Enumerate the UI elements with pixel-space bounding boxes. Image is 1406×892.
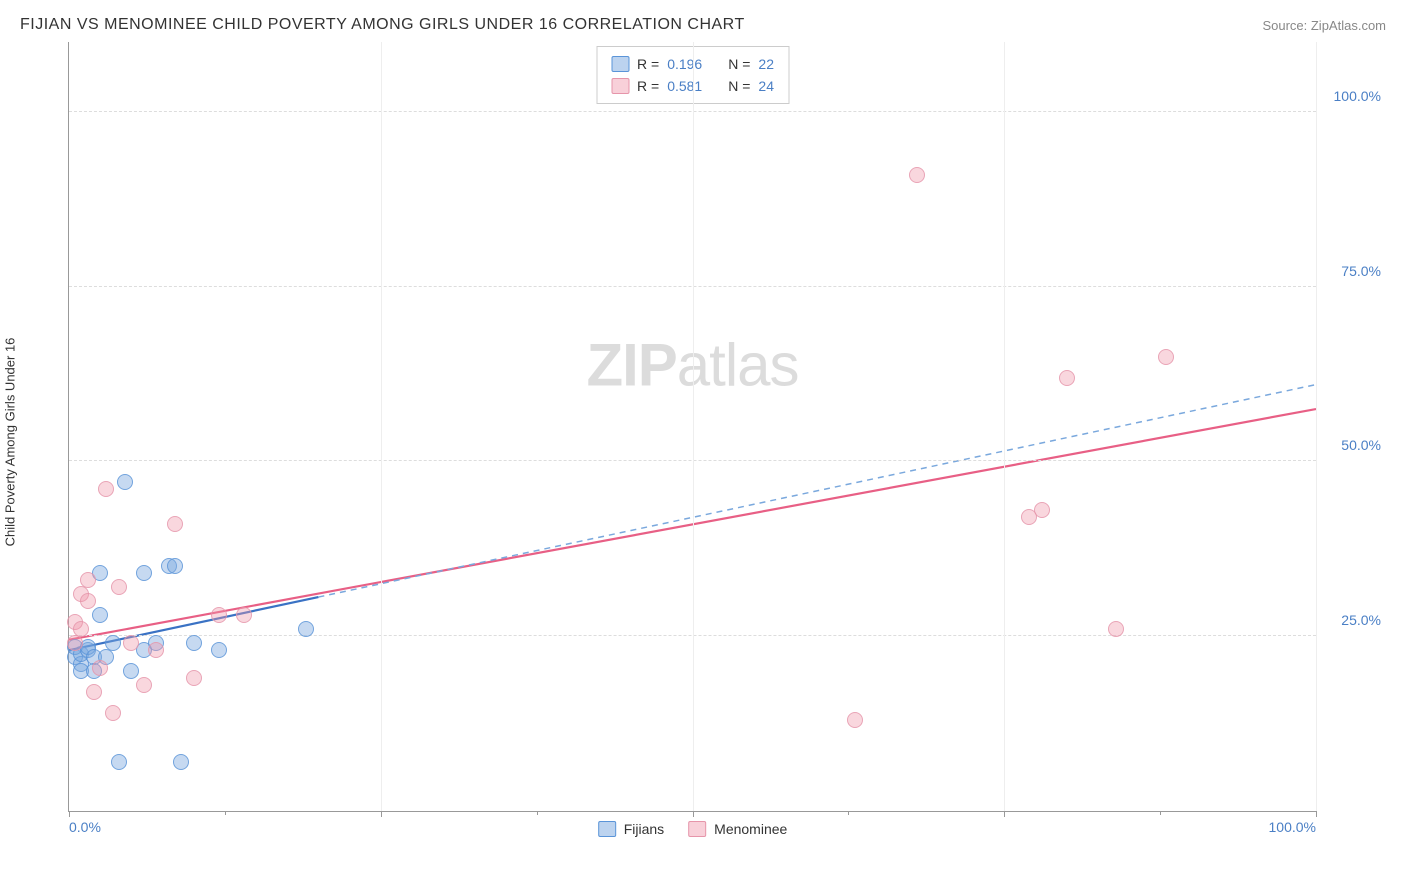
data-point-menominee xyxy=(80,572,96,588)
chart-title: FIJIAN VS MENOMINEE CHILD POVERTY AMONG … xyxy=(20,16,745,34)
data-point-fijians xyxy=(92,607,108,623)
data-point-fijians xyxy=(105,635,121,651)
data-point-menominee xyxy=(111,579,127,595)
y-tick-label: 75.0% xyxy=(1321,263,1381,279)
data-point-menominee xyxy=(909,167,925,183)
data-point-menominee xyxy=(136,677,152,693)
data-point-menominee xyxy=(148,642,164,658)
data-point-fijians xyxy=(136,565,152,581)
data-point-menominee xyxy=(1158,349,1174,365)
data-point-menominee xyxy=(167,516,183,532)
data-point-menominee xyxy=(123,635,139,651)
data-point-menominee xyxy=(236,607,252,623)
data-point-fijians xyxy=(167,558,183,574)
legend: Fijians Menominee xyxy=(598,821,788,837)
y-tick-label: 50.0% xyxy=(1321,437,1381,453)
data-point-fijians xyxy=(111,754,127,770)
swatch-menominee xyxy=(611,78,629,94)
legend-item-menominee: Menominee xyxy=(688,821,787,837)
data-point-menominee xyxy=(1108,621,1124,637)
data-point-menominee xyxy=(105,705,121,721)
x-tick-label: 100.0% xyxy=(1269,819,1316,835)
source-label: Source: ZipAtlas.com xyxy=(1262,18,1386,33)
data-point-menominee xyxy=(1034,502,1050,518)
data-point-fijians xyxy=(298,621,314,637)
legend-item-fijians: Fijians xyxy=(598,821,664,837)
data-point-fijians xyxy=(211,642,227,658)
x-tick-label: 0.0% xyxy=(69,819,101,835)
data-point-fijians xyxy=(117,474,133,490)
swatch-fijians xyxy=(611,56,629,72)
data-point-fijians xyxy=(173,754,189,770)
swatch-menominee-icon xyxy=(688,821,706,837)
data-point-menominee xyxy=(1059,370,1075,386)
data-point-menominee xyxy=(67,635,83,651)
y-tick-label: 25.0% xyxy=(1321,612,1381,628)
y-axis-label: Child Poverty Among Girls Under 16 xyxy=(3,338,18,547)
data-point-menominee xyxy=(98,481,114,497)
data-point-menominee xyxy=(92,660,108,676)
chart-container: Child Poverty Among Girls Under 16 ZIPat… xyxy=(20,42,1386,842)
data-point-menominee xyxy=(847,712,863,728)
swatch-fijians-icon xyxy=(598,821,616,837)
data-point-menominee xyxy=(186,670,202,686)
data-point-menominee xyxy=(80,593,96,609)
y-tick-label: 100.0% xyxy=(1321,88,1381,104)
data-point-menominee xyxy=(73,621,89,637)
data-point-menominee xyxy=(211,607,227,623)
data-point-fijians xyxy=(123,663,139,679)
plot-area: ZIPatlas R = 0.196 N = 22 R = 0.581 N = … xyxy=(68,42,1316,812)
data-point-menominee xyxy=(86,684,102,700)
data-point-fijians xyxy=(186,635,202,651)
